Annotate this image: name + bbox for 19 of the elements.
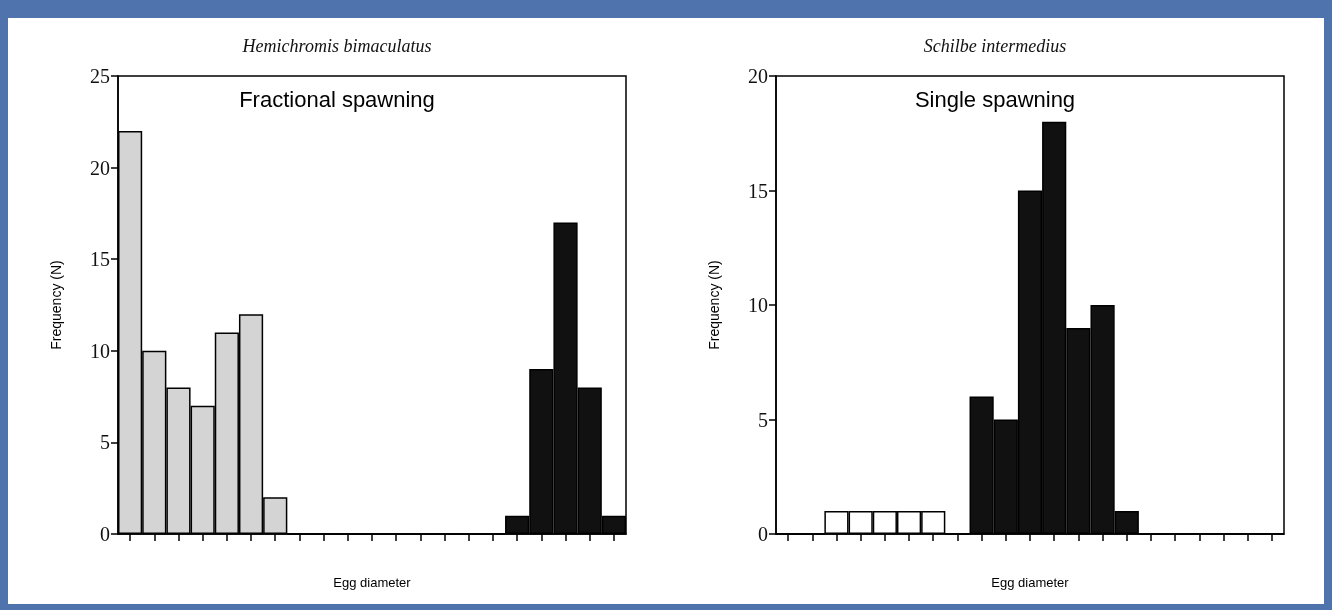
y-tick-label: 20 [748,65,768,87]
y-tick-label: 10 [90,339,110,362]
y-tick-label: 15 [90,248,110,271]
y-tick-label: 0 [100,523,110,545]
y-tick-label: 0 [758,523,768,545]
y-tick-label: 20 [90,156,110,179]
y-tick-label: 10 [748,294,768,316]
y-tick-label: 15 [748,179,768,202]
x-axis-title: Egg diameter [991,575,1070,590]
y-tick-label: 5 [758,408,768,431]
chart-title: Schilbe intermedius [923,36,1067,56]
annotation: Single spawning [914,86,1076,112]
y-tick-label: 25 [90,65,110,87]
annotation: Fractional spawning [239,86,435,112]
chart-title: Hemichromis bimaculatus [241,36,432,56]
y-tick-label: 5 [100,431,110,454]
x-axis-title: Egg diameter [333,575,412,590]
y-axis-title: Frequency (N) [48,260,64,350]
y-axis-title: Frequency (N) [706,260,722,350]
